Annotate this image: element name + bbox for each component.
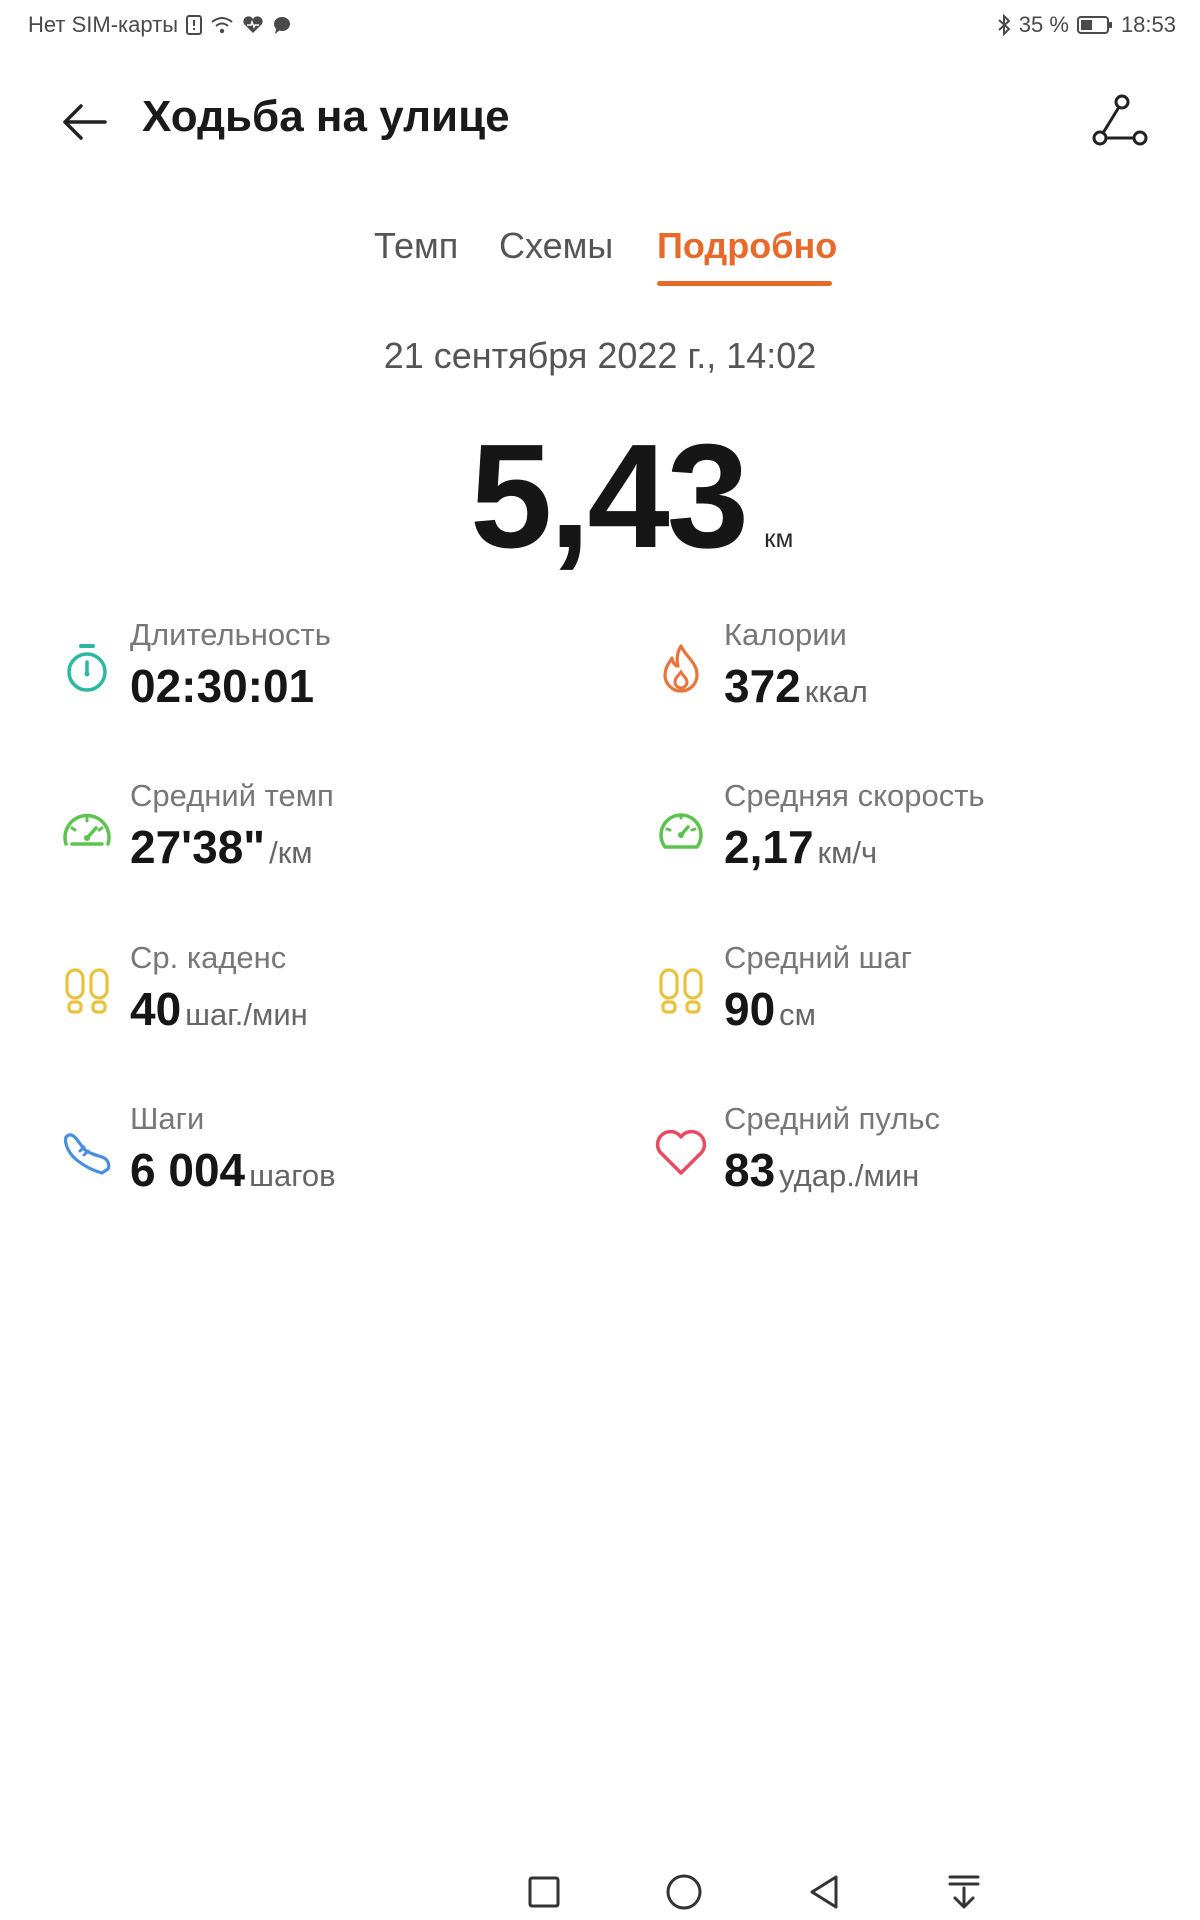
system-back-button[interactable] xyxy=(802,1870,846,1914)
metric-value-line: 83 удар./мин xyxy=(724,1143,919,1197)
metric-value: 2,17 xyxy=(724,821,814,873)
circle-icon xyxy=(666,1874,702,1910)
metric-value-line: 27'38" /км xyxy=(130,820,313,874)
sim-alert-icon xyxy=(186,15,203,35)
clock: 18:53 xyxy=(1120,12,1176,37)
distance-value: 5,43 xyxy=(470,414,749,579)
metric-value-line: 02:30:01 xyxy=(130,659,314,713)
active-tab-indicator xyxy=(657,281,832,286)
metric-avg-pace: Средний темп 27'38" /км xyxy=(58,778,578,888)
square-icon xyxy=(528,1876,560,1908)
metric-label: Длительность xyxy=(130,617,331,652)
metric-label: Средний шаг xyxy=(724,940,913,975)
workout-date: 21 сентября 2022 г., 14:02 xyxy=(383,335,817,376)
shoe-icon xyxy=(58,1123,116,1181)
metric-label: Средний пульс xyxy=(724,1101,940,1136)
header: Ходьба на улице xyxy=(0,80,1200,160)
metric-value: 83 xyxy=(724,1144,776,1196)
metric-value: 02:30:01 xyxy=(130,660,315,712)
notification-pull-button[interactable] xyxy=(942,1870,986,1914)
tab-bar: Темп Схемы Подробно xyxy=(0,225,1200,295)
metric-label: Ср. каденс xyxy=(130,940,287,975)
tab-details[interactable]: Подробно xyxy=(657,225,838,266)
footprints-icon xyxy=(652,962,710,1020)
status-right: 35 % 18:53 xyxy=(997,12,1176,38)
speedometer-icon xyxy=(58,800,116,858)
metric-steps: Шаги 6 004 шагов xyxy=(58,1101,578,1211)
battery-percent: 35 % xyxy=(1018,12,1069,37)
page-title: Ходьба на улице xyxy=(142,92,510,141)
home-button[interactable] xyxy=(662,1870,706,1914)
speed-gauge-icon xyxy=(652,800,710,858)
metric-value-line: 40 шаг./мин xyxy=(130,982,308,1036)
tab-pace[interactable]: Темп xyxy=(374,225,459,266)
bluetooth-icon xyxy=(997,14,1011,36)
metric-unit: шаг./мин xyxy=(185,997,308,1032)
metric-unit: см xyxy=(779,997,816,1032)
metric-label: Шаги xyxy=(130,1101,205,1136)
arrow-left-icon xyxy=(63,104,107,140)
metric-cadence: Ср. каденс 40 шаг./мин xyxy=(58,940,578,1050)
metric-unit: удар./мин xyxy=(779,1158,920,1193)
flame-icon xyxy=(652,639,710,697)
distance-summary: 5,43 км xyxy=(470,412,793,582)
system-nav-bar xyxy=(0,1860,1200,1920)
metric-duration: Длительность 02:30:01 xyxy=(58,617,578,727)
recent-apps-button[interactable] xyxy=(522,1870,566,1914)
metric-value: 40 xyxy=(130,983,182,1035)
battery-icon xyxy=(1076,15,1113,35)
footprints-icon xyxy=(58,962,116,1020)
metric-label: Калории xyxy=(724,617,847,652)
metric-value: 27'38" xyxy=(130,821,266,873)
carrier-text: Нет SIM-карты xyxy=(28,12,179,37)
metric-unit: ккал xyxy=(804,674,868,709)
wifi-icon xyxy=(210,15,234,35)
message-icon xyxy=(272,15,292,35)
metric-value: 6 004 xyxy=(130,1144,246,1196)
route-icon xyxy=(1092,94,1148,146)
metric-avg-stride: Средний шаг 90 см xyxy=(652,940,1172,1050)
route-button[interactable] xyxy=(1088,88,1152,152)
metric-avg-heart-rate: Средний пульс 83 удар./мин xyxy=(652,1101,1172,1211)
metric-label: Средний темп xyxy=(130,778,334,813)
metric-unit: км/ч xyxy=(817,835,878,870)
metric-value: 90 xyxy=(724,983,776,1035)
metric-value-line: 372 ккал xyxy=(724,659,868,713)
health-heart-icon xyxy=(242,15,264,35)
back-button[interactable] xyxy=(52,90,116,154)
metric-value-line: 6 004 шагов xyxy=(130,1143,336,1197)
stopwatch-icon xyxy=(58,639,116,697)
distance-unit: км xyxy=(764,523,794,553)
metric-calories: Калории 372 ккал xyxy=(652,617,1172,727)
metric-value-line: 2,17 км/ч xyxy=(724,820,877,874)
triangle-back-icon xyxy=(810,1875,838,1909)
metric-value-line: 90 см xyxy=(724,982,816,1036)
status-left: Нет SIM-карты xyxy=(28,12,292,38)
heart-icon xyxy=(652,1123,710,1181)
pull-down-icon xyxy=(948,1875,980,1909)
status-bar: Нет SIM-карты 35 % 18:53 xyxy=(0,0,1200,50)
metric-unit: шагов xyxy=(249,1158,336,1193)
metric-value: 372 xyxy=(724,660,801,712)
tab-charts[interactable]: Схемы xyxy=(499,225,614,266)
metric-label: Средняя скорость xyxy=(724,778,985,813)
metric-unit: /км xyxy=(269,835,313,870)
metric-avg-speed: Средняя скорость 2,17 км/ч xyxy=(652,778,1172,888)
